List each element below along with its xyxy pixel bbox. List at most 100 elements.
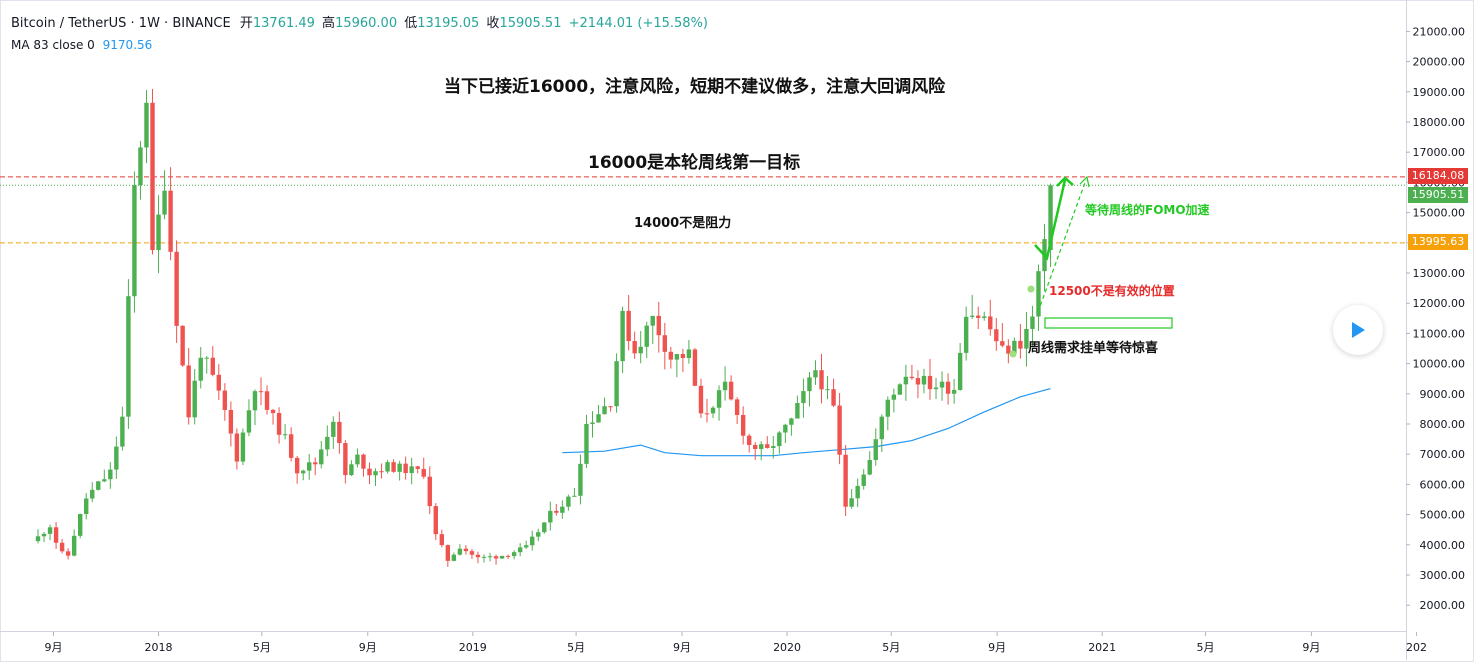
candle-body[interactable] xyxy=(367,468,372,476)
candle-body[interactable] xyxy=(825,389,830,391)
candle-body[interactable] xyxy=(162,190,167,215)
candle-body[interactable] xyxy=(102,479,107,482)
candle-body[interactable] xyxy=(632,341,637,354)
annotation-fomo[interactable]: 等待周线的FOMO加速 xyxy=(1085,203,1210,217)
candle-body[interactable] xyxy=(578,463,583,496)
candle-body[interactable] xyxy=(192,380,197,418)
candle-body[interactable] xyxy=(572,495,577,497)
candle-body[interactable] xyxy=(252,391,258,411)
candle-body[interactable] xyxy=(897,384,903,395)
candle-body[interactable] xyxy=(373,471,378,476)
candle-body[interactable] xyxy=(385,462,390,472)
candle-body[interactable] xyxy=(216,374,222,391)
candle-body[interactable] xyxy=(409,466,414,474)
candle-body[interactable] xyxy=(228,409,234,434)
candle-body[interactable] xyxy=(662,335,668,352)
candle-body[interactable] xyxy=(891,394,897,400)
candle-body[interactable] xyxy=(108,469,113,480)
candle-body[interactable] xyxy=(114,446,119,470)
candle-body[interactable] xyxy=(300,470,306,474)
candle-body[interactable] xyxy=(807,377,812,392)
candle-body[interactable] xyxy=(319,449,324,465)
candle-body[interactable] xyxy=(391,462,396,472)
candle-body[interactable] xyxy=(481,556,487,558)
candle-body[interactable] xyxy=(560,506,565,513)
candle-body[interactable] xyxy=(288,434,294,458)
candle-body[interactable] xyxy=(734,399,740,415)
candle-body[interactable] xyxy=(294,457,300,474)
candle-body[interactable] xyxy=(71,535,77,556)
candle-body[interactable] xyxy=(873,439,878,460)
candle-body[interactable] xyxy=(415,466,420,469)
candle-body[interactable] xyxy=(505,555,511,557)
candle-body[interactable] xyxy=(698,385,704,414)
candle-body[interactable] xyxy=(982,316,987,318)
candle-body[interactable] xyxy=(584,423,589,464)
candle-body[interactable] xyxy=(307,462,312,471)
candle-body[interactable] xyxy=(246,410,252,433)
candle-body[interactable] xyxy=(487,556,493,558)
candle-body[interactable] xyxy=(656,315,661,336)
candle-body[interactable] xyxy=(1024,328,1029,349)
candle-body[interactable] xyxy=(361,454,366,469)
candle-body[interactable] xyxy=(933,387,939,390)
candle-body[interactable] xyxy=(120,416,125,447)
candle-body[interactable] xyxy=(1030,316,1035,329)
candle-body[interactable] xyxy=(596,414,601,423)
candle-body[interactable] xyxy=(945,381,951,394)
candle-body[interactable] xyxy=(951,389,957,394)
candle-body[interactable] xyxy=(680,354,686,358)
play-button[interactable] xyxy=(1333,305,1383,355)
candle-body[interactable] xyxy=(234,433,240,462)
candle-body[interactable] xyxy=(84,498,89,515)
candle-body[interactable] xyxy=(716,390,722,408)
candle-body[interactable] xyxy=(90,489,95,499)
candle-body[interactable] xyxy=(204,357,209,359)
candle-body[interactable] xyxy=(156,214,161,251)
candle-body[interactable] xyxy=(210,357,215,375)
candle-body[interactable] xyxy=(590,422,595,424)
candle-body[interactable] xyxy=(608,406,613,408)
candle-body[interactable] xyxy=(65,551,71,556)
candle-body[interactable] xyxy=(554,510,559,513)
candle-body[interactable] xyxy=(753,444,758,449)
candle-body[interactable] xyxy=(240,432,246,462)
candle-body[interactable] xyxy=(475,554,481,558)
candle-body[interactable] xyxy=(614,361,619,407)
candle-body[interactable] xyxy=(740,414,746,436)
candle-body[interactable] xyxy=(186,365,191,418)
candle-body[interactable] xyxy=(397,463,402,472)
demand-zone-box[interactable] xyxy=(1044,317,1173,329)
candle-body[interactable] xyxy=(132,185,137,297)
candle-body[interactable] xyxy=(427,476,432,507)
candle-body[interactable] xyxy=(270,409,276,414)
price-axis[interactable]: 2000.00 3000.00 4000.00 5000.00 6000.00 7000.… xyxy=(1406,25,1465,612)
candle-body[interactable] xyxy=(198,357,203,381)
candle-body[interactable] xyxy=(53,527,59,543)
candle-body[interactable] xyxy=(879,416,884,440)
candle-body[interactable] xyxy=(963,316,969,353)
candle-body[interactable] xyxy=(138,147,143,186)
annotation-target[interactable]: 16000是本轮周线第一目标 xyxy=(588,153,801,173)
candle-body[interactable] xyxy=(451,554,457,561)
candle-body[interactable] xyxy=(861,474,866,486)
candle-body[interactable] xyxy=(331,421,336,437)
candle-body[interactable] xyxy=(469,551,475,555)
candle-body[interactable] xyxy=(276,413,282,435)
candle-body[interactable] xyxy=(282,434,288,436)
candle-body[interactable] xyxy=(343,443,348,476)
candle-body[interactable] xyxy=(493,556,499,559)
candle-body[interactable] xyxy=(1006,345,1011,354)
candle-body[interactable] xyxy=(668,351,674,360)
candle-body[interactable] xyxy=(692,349,698,386)
candle-body[interactable] xyxy=(867,459,872,475)
candle-body[interactable] xyxy=(909,376,915,379)
candle-body[interactable] xyxy=(180,325,185,366)
candle-body[interactable] xyxy=(650,315,655,326)
candle-body[interactable] xyxy=(994,329,999,342)
candle-body[interactable] xyxy=(789,418,794,425)
candle-body[interactable] xyxy=(517,547,523,553)
candle-body[interactable] xyxy=(927,375,933,390)
candle-body[interactable] xyxy=(523,545,529,548)
